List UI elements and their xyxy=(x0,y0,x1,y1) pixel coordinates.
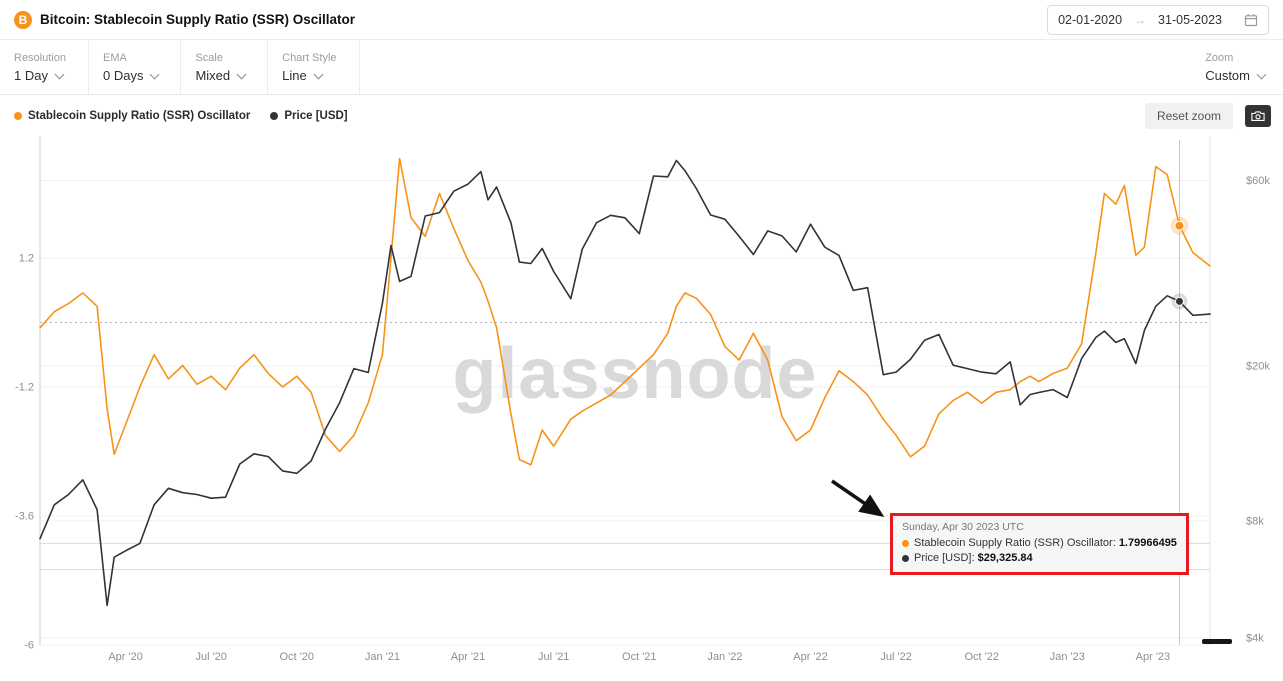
x-axis-tick-label: Apr '20 xyxy=(108,651,143,663)
zoom-control[interactable]: Zoom Custom xyxy=(1191,41,1283,94)
tooltip-ssr-value: 1.79966495 xyxy=(1118,537,1177,549)
camera-button[interactable] xyxy=(1245,105,1271,127)
zoom-label: Zoom xyxy=(1205,52,1234,64)
legend-item-ssr[interactable]: Stablecoin Supply Ratio (SSR) Oscillator xyxy=(14,110,250,122)
chart-toolbar: Resolution 1 Day EMA 0 Days Scale Mixed … xyxy=(0,41,1283,95)
reset-zoom-button[interactable]: Reset zoom xyxy=(1144,103,1233,129)
x-axis-tick-label: Apr '22 xyxy=(793,651,828,663)
x-axis-tick-label: Apr '23 xyxy=(1136,651,1171,663)
resolution-control[interactable]: Resolution 1 Day xyxy=(0,41,89,94)
left-axis-tick-label: 1.2 xyxy=(19,252,34,264)
chart-area: Stablecoin Supply Ratio (SSR) Oscillator… xyxy=(0,96,1283,681)
scale-value[interactable]: Mixed xyxy=(195,68,247,83)
ema-control[interactable]: EMA 0 Days xyxy=(89,41,182,94)
chart-plot[interactable]: glassnode 1.2 -1.2 -3.6 -6 $60k $20k $8k $4k Apr … xyxy=(0,133,1283,673)
left-axis-tick-label: -1.2 xyxy=(15,382,34,394)
price-series-dot-icon xyxy=(270,112,279,120)
legend-ssr-label: Stablecoin Supply Ratio (SSR) Oscillator xyxy=(28,110,251,122)
chevron-down-icon xyxy=(313,69,324,79)
chevron-down-icon xyxy=(1256,69,1267,79)
x-axis-tick-label: Jan '23 xyxy=(1050,651,1085,663)
chart-style-control[interactable]: Chart Style Line xyxy=(268,41,360,94)
tooltip-date: Sunday, Apr 30 2023 UTC xyxy=(902,521,1024,533)
x-axis-tick-label: Jan '21 xyxy=(365,651,400,663)
x-axis-tick-label: Jul '22 xyxy=(880,651,911,663)
x-axis-tick-label: Oct '22 xyxy=(964,651,999,663)
date-range-picker[interactable]: 02-01-2020 → 31-05-2023 xyxy=(1047,4,1269,35)
scale-control[interactable]: Scale Mixed xyxy=(181,41,269,94)
tooltip-price-value: $29,325.84 xyxy=(977,551,1033,564)
ema-label: EMA xyxy=(102,52,127,64)
right-axis-tick-label: $4k xyxy=(1246,633,1264,645)
price-series-dot-icon xyxy=(902,554,909,562)
legend-row: Stablecoin Supply Ratio (SSR) Oscillator… xyxy=(14,103,1271,129)
right-axis-tick-label: $60k xyxy=(1246,175,1270,187)
price-marker[interactable] xyxy=(1174,296,1184,306)
chevron-down-icon xyxy=(54,69,65,79)
bitcoin-logo-icon: B xyxy=(14,10,32,29)
ssr-marker[interactable] xyxy=(1174,220,1185,231)
date-end[interactable]: 31-05-2023 xyxy=(1158,12,1222,27)
tooltip-row-ssr: Stablecoin Supply Ratio (SSR) Oscillator… xyxy=(902,536,1177,551)
resolution-value[interactable]: 1 Day xyxy=(14,68,66,83)
price-usd-line[interactable] xyxy=(39,159,1211,607)
glassnode-watermark: glassnode xyxy=(452,334,817,414)
chevron-down-icon xyxy=(236,69,247,79)
page-title: Bitcoin: Stablecoin Supply Ratio (SSR) O… xyxy=(40,12,356,27)
ssr-series-dot-icon xyxy=(902,539,909,547)
ema-value[interactable]: 0 Days xyxy=(103,68,160,83)
scale-label: Scale xyxy=(195,52,223,64)
date-start[interactable]: 02-01-2020 xyxy=(1058,12,1123,27)
x-axis-tick-label: Apr '21 xyxy=(451,651,486,663)
x-axis-tick-label: Jul '20 xyxy=(195,651,226,663)
chevron-down-icon xyxy=(150,69,160,79)
right-axis-tick-label: $8k xyxy=(1246,515,1264,527)
chart-tooltip: Sunday, Apr 30 2023 UTC Stablecoin Suppl… xyxy=(902,521,1177,566)
camera-icon xyxy=(1251,111,1265,122)
x-axis-tick-label: Jul '21 xyxy=(538,651,569,663)
tooltip-ssr-label: Stablecoin Supply Ratio (SSR) Oscillator… xyxy=(914,537,1116,549)
left-axis-tick-label: -3.6 xyxy=(15,511,34,523)
chart-style-value[interactable]: Line xyxy=(282,68,336,83)
header: B Bitcoin: Stablecoin Supply Ratio (SSR)… xyxy=(0,0,1283,40)
range-arrow-icon: → xyxy=(1134,12,1147,27)
x-axis-tick-label: Oct '20 xyxy=(280,651,315,663)
calendar-icon[interactable] xyxy=(1244,13,1258,27)
right-axis-tick-label: $20k xyxy=(1246,361,1270,373)
zoom-value[interactable]: Custom xyxy=(1205,68,1267,83)
legend-item-price[interactable]: Price [USD] xyxy=(270,110,348,122)
tooltip-highlight-box: Sunday, Apr 30 2023 UTC Stablecoin Suppl… xyxy=(890,513,1189,575)
chart-style-label: Chart Style xyxy=(282,52,337,64)
legend-price-label: Price [USD] xyxy=(284,110,348,122)
left-axis-tick-label: -6 xyxy=(24,640,34,652)
ssr-series-dot-icon xyxy=(14,112,22,120)
ssr-oscillator-line[interactable] xyxy=(39,157,1211,466)
x-axis-tick-label: Oct '21 xyxy=(622,651,657,663)
zoom-handle-bar[interactable] xyxy=(1202,639,1232,644)
resolution-label: Resolution xyxy=(14,52,66,64)
tooltip-price-label: Price [USD]: xyxy=(914,551,975,564)
x-axis-tick-label: Jan '22 xyxy=(707,651,742,663)
tooltip-row-price: Price [USD]: $29,325.84 xyxy=(902,551,1177,566)
